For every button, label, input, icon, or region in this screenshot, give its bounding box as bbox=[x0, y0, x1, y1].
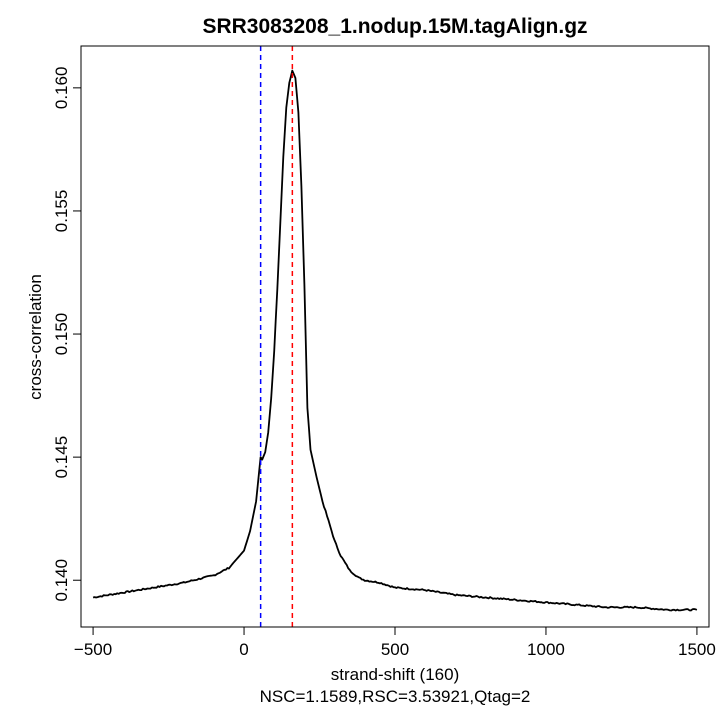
y-tick-label: 0.150 bbox=[52, 313, 71, 356]
y-tick-label: 0.145 bbox=[52, 436, 71, 479]
x-tick-label: 500 bbox=[381, 640, 409, 659]
chart-title: SRR3083208_1.nodup.15M.tagAlign.gz bbox=[202, 15, 587, 38]
series-line-0 bbox=[92, 69, 698, 612]
y-tick-label: 0.155 bbox=[52, 190, 71, 233]
y-tick-label: 0.140 bbox=[52, 559, 71, 602]
y-tick-label: 0.160 bbox=[52, 67, 71, 110]
x-tick-label: −500 bbox=[74, 640, 112, 659]
x-axis-label: strand-shift (160) bbox=[331, 665, 460, 684]
x-axis: −500 0 500 1000 1500 bbox=[74, 627, 716, 659]
reference-lines bbox=[259, 46, 294, 627]
series-layer bbox=[92, 69, 698, 612]
x-tick-label: 1000 bbox=[527, 640, 565, 659]
y-axis: 0.140 0.145 0.150 0.155 0.160 bbox=[52, 67, 81, 602]
y-axis-label: cross-correlation bbox=[26, 274, 45, 400]
chart-subtitle: NSC=1.1589,RSC=3.53921,Qtag=2 bbox=[260, 687, 531, 706]
x-tick-label: 1500 bbox=[678, 640, 716, 659]
x-tick-label: 0 bbox=[239, 640, 248, 659]
plot-frame bbox=[80, 45, 710, 628]
